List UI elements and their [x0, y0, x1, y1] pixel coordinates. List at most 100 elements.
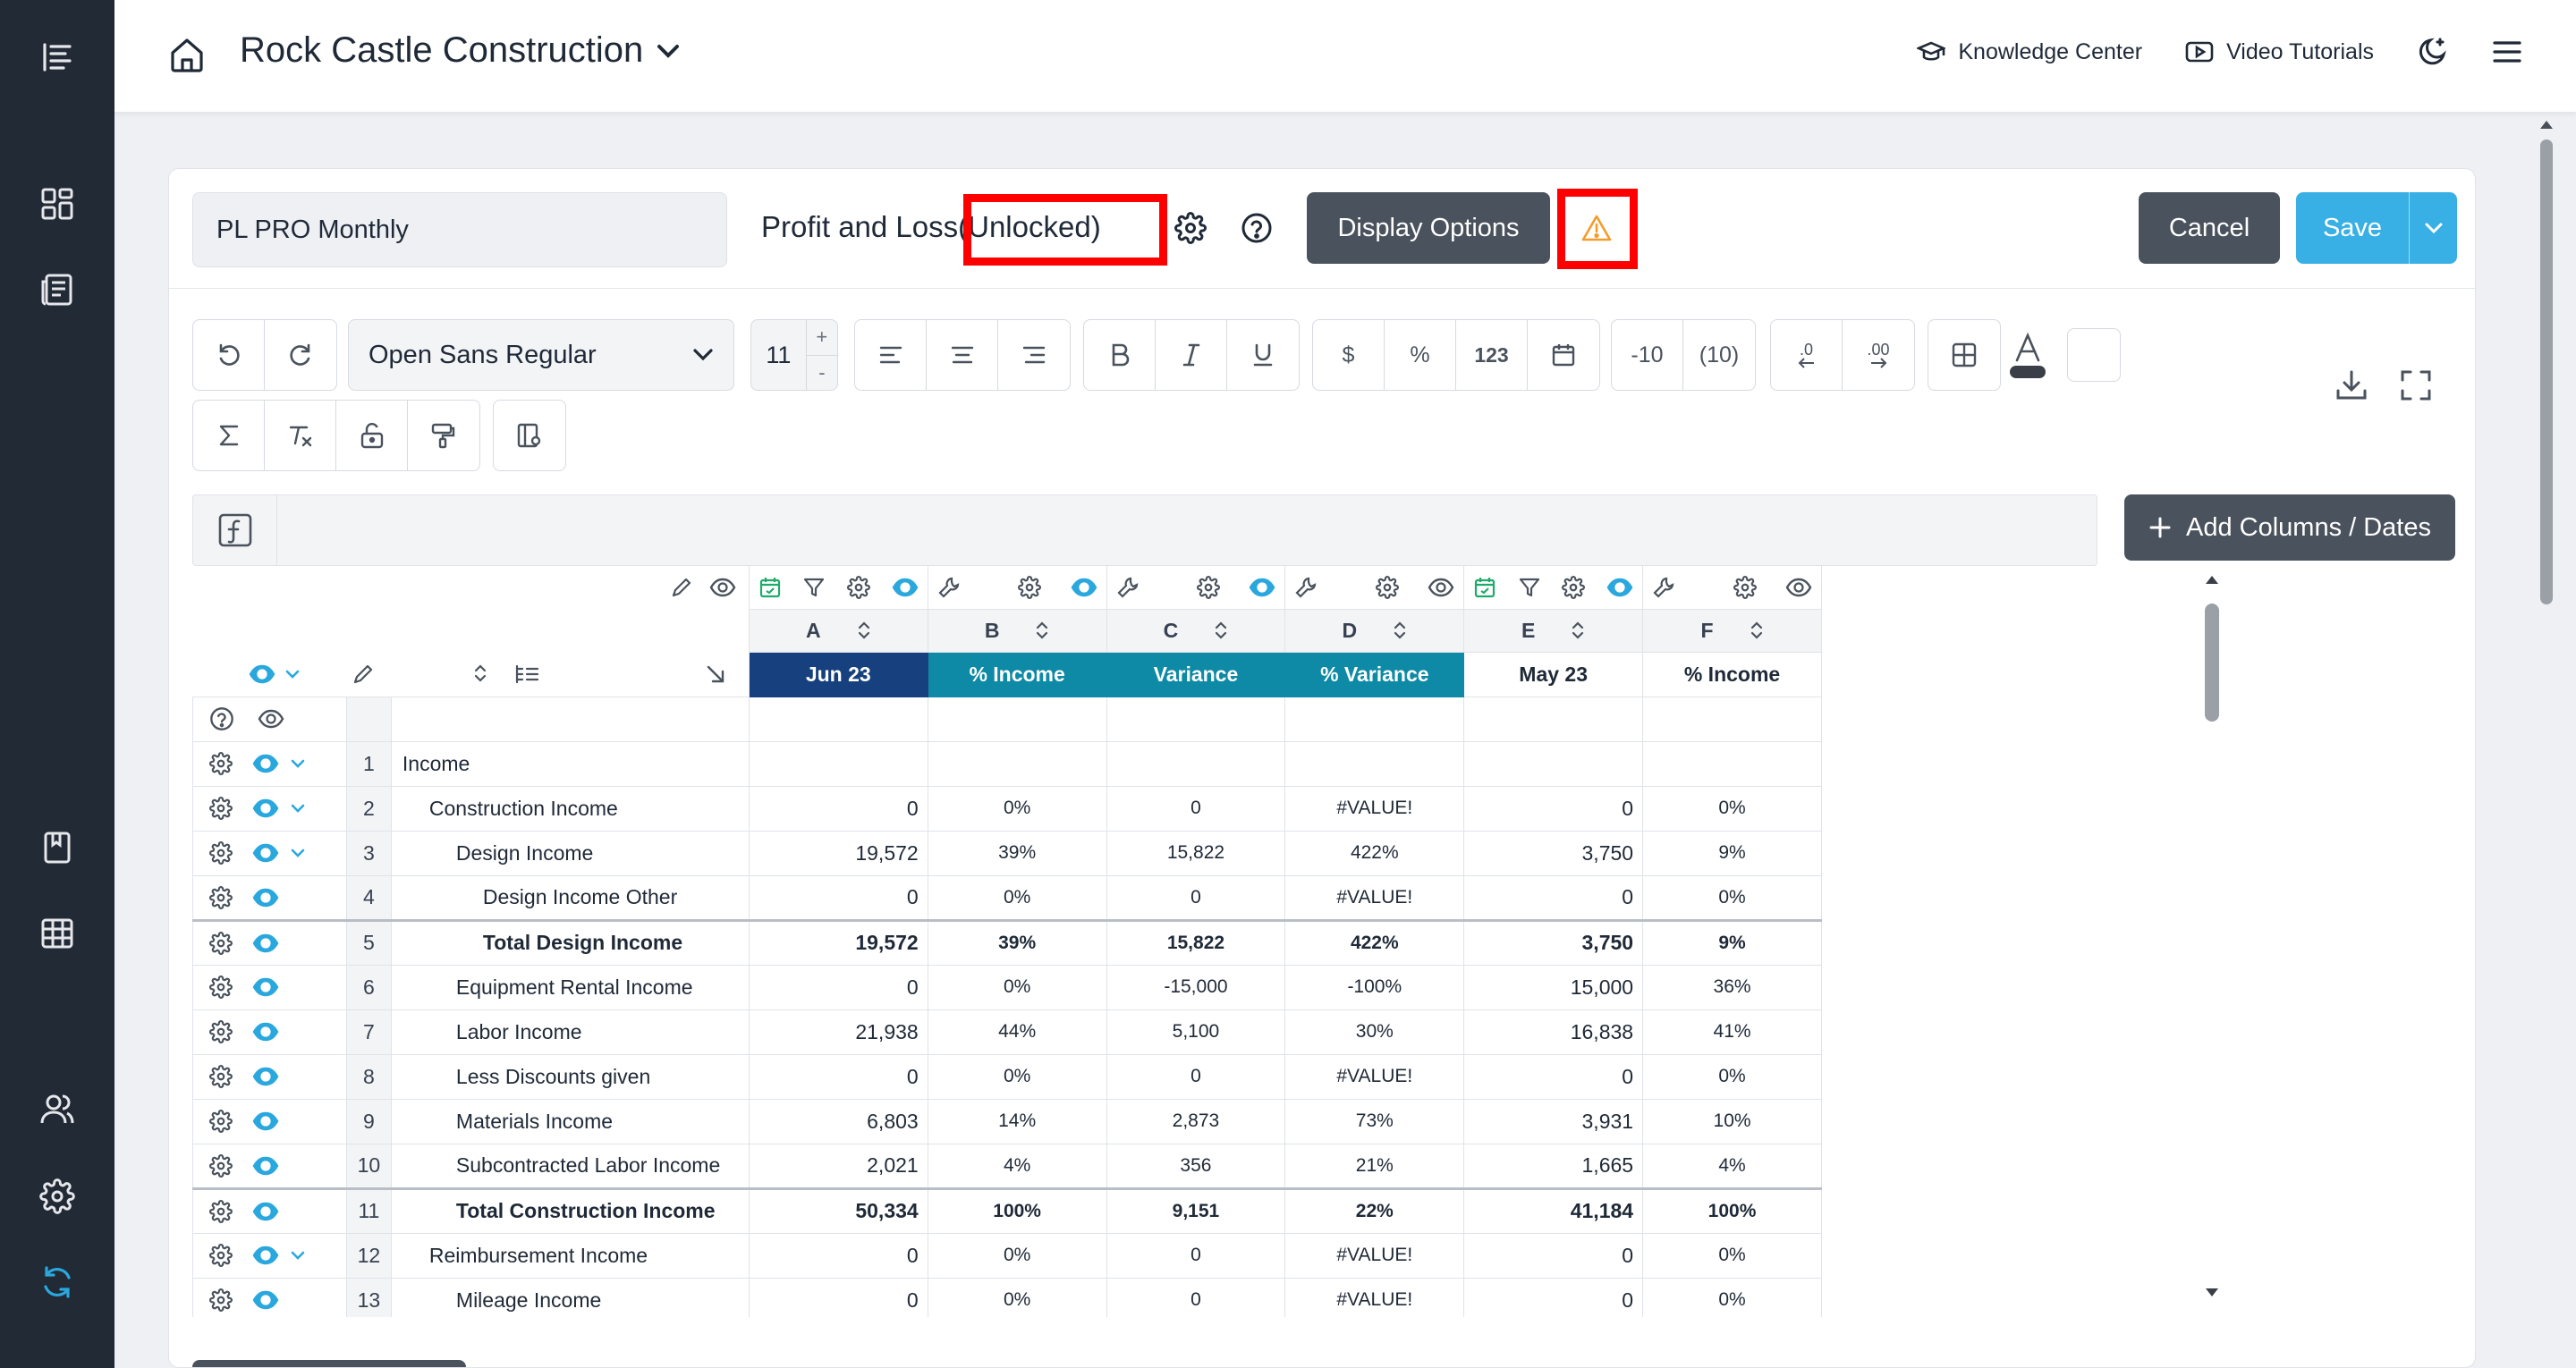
filter-icon[interactable] — [802, 576, 826, 599]
formula-fx-icon[interactable] — [193, 495, 277, 565]
column-letter-cell[interactable]: A — [748, 608, 928, 653]
data-cell[interactable]: 422% — [1284, 918, 1465, 966]
data-cell[interactable] — [748, 740, 928, 787]
data-cell[interactable]: 30% — [1284, 1009, 1465, 1055]
lock-status-label[interactable]: (Unlocked) — [958, 210, 1101, 243]
book-icon[interactable] — [36, 826, 79, 869]
eye-icon[interactable] — [252, 1111, 279, 1131]
arrow-down-right-icon[interactable] — [704, 663, 727, 686]
row-label[interactable]: Materials Income — [390, 1098, 750, 1144]
eye-icon[interactable] — [252, 843, 279, 863]
data-cell[interactable]: 9,151 — [1106, 1186, 1286, 1234]
data-cell[interactable]: #VALUE! — [1284, 1232, 1465, 1279]
wrench-icon[interactable] — [1116, 576, 1140, 599]
data-cell[interactable]: 0% — [927, 1277, 1107, 1317]
data-cell[interactable]: 1,665 — [1463, 1143, 1644, 1189]
data-cell[interactable]: 41,184 — [1463, 1186, 1644, 1234]
row-label[interactable]: Construction Income — [390, 785, 750, 832]
theme-toggle-icon[interactable] — [2417, 36, 2449, 68]
data-cell[interactable] — [1106, 696, 1286, 742]
display-options-button[interactable]: Display Options — [1307, 192, 1550, 264]
data-cell[interactable]: 356 — [1106, 1143, 1286, 1189]
report-name-input[interactable]: PL PRO Monthly — [192, 192, 727, 267]
expand-collapse-icon[interactable] — [473, 663, 487, 685]
eye-icon[interactable] — [1249, 578, 1275, 597]
wrench-icon[interactable] — [1294, 576, 1318, 599]
row-number[interactable]: 9 — [345, 1098, 392, 1144]
negative-minus-button[interactable]: -10 — [1612, 320, 1683, 390]
align-right-icon[interactable] — [998, 320, 1070, 390]
data-cell[interactable]: 0 — [1106, 874, 1286, 921]
text-color-icon[interactable] — [2008, 332, 2047, 382]
gear-icon[interactable] — [1197, 575, 1221, 599]
row-number[interactable]: 10 — [345, 1143, 392, 1189]
data-cell[interactable]: 44% — [927, 1009, 1107, 1055]
gear-icon[interactable] — [209, 931, 233, 955]
filter-icon[interactable] — [1518, 576, 1541, 599]
calendar-icon[interactable] — [1528, 320, 1599, 390]
data-cell[interactable]: 15,000 — [1463, 964, 1644, 1010]
data-cell[interactable]: 0 — [1463, 1053, 1644, 1100]
data-cell[interactable]: 0 — [748, 1053, 928, 1100]
italic-icon[interactable] — [1156, 320, 1227, 390]
data-cell[interactable]: 39% — [927, 830, 1107, 876]
table-icon[interactable] — [36, 912, 79, 955]
eye-icon[interactable] — [252, 1290, 279, 1310]
eye-icon[interactable] — [252, 1202, 279, 1221]
borders-icon[interactable] — [1928, 320, 2000, 390]
data-cell[interactable]: 16,838 — [1463, 1009, 1644, 1055]
add-columns-button[interactable]: Add Columns / Dates — [2124, 494, 2455, 561]
data-cell[interactable]: 10% — [1642, 1098, 1822, 1144]
gear-icon[interactable] — [209, 975, 233, 999]
gear-icon[interactable] — [847, 575, 871, 599]
data-cell[interactable]: 0 — [1106, 1232, 1286, 1279]
data-cell[interactable]: 21,938 — [748, 1009, 928, 1055]
data-cell[interactable]: 15,822 — [1106, 830, 1286, 876]
column-letter-cell[interactable]: D — [1284, 608, 1465, 653]
gear-icon[interactable] — [209, 752, 233, 775]
eye-icon[interactable] — [252, 1156, 279, 1176]
grid-scrollbar-thumb[interactable] — [2205, 604, 2219, 722]
sort-icon[interactable] — [1393, 621, 1407, 640]
data-cell[interactable]: 41% — [1642, 1009, 1822, 1055]
font-family-select[interactable]: Open Sans Regular — [348, 319, 734, 391]
data-cell[interactable]: 21% — [1284, 1143, 1465, 1189]
home-icon[interactable] — [168, 36, 206, 73]
sort-icon[interactable] — [1750, 621, 1764, 640]
bold-icon[interactable] — [1084, 320, 1156, 390]
data-cell[interactable] — [927, 696, 1107, 742]
sync-icon[interactable] — [36, 1261, 79, 1304]
paint-roller-icon[interactable] — [408, 401, 479, 470]
row-number[interactable]: 13 — [345, 1277, 392, 1317]
data-cell[interactable]: 0% — [927, 1232, 1107, 1279]
pencil-icon[interactable] — [352, 663, 375, 686]
chevron-down-icon[interactable] — [290, 1250, 306, 1261]
download-icon[interactable] — [2334, 367, 2369, 403]
save-dropdown-icon[interactable] — [2409, 192, 2457, 264]
data-cell[interactable] — [1284, 740, 1465, 787]
eye-icon[interactable] — [709, 578, 736, 597]
column-header-label[interactable]: May 23 — [1463, 651, 1644, 697]
data-cell[interactable]: -100% — [1284, 964, 1465, 1010]
row-label[interactable]: Total Design Income — [390, 918, 750, 966]
eye-icon[interactable] — [252, 798, 279, 818]
eye-icon[interactable] — [1785, 578, 1812, 597]
row-number[interactable]: 8 — [345, 1053, 392, 1100]
data-cell[interactable]: 422% — [1284, 830, 1465, 876]
column-header-label[interactable]: % Variance — [1284, 651, 1465, 697]
eye-icon[interactable] — [252, 754, 279, 773]
calendar-check-icon[interactable] — [1473, 576, 1496, 599]
data-cell[interactable]: -15,000 — [1106, 964, 1286, 1010]
sum-icon[interactable] — [193, 401, 265, 470]
column-letter-cell[interactable]: F — [1642, 608, 1822, 653]
eye-icon[interactable] — [258, 709, 284, 729]
data-cell[interactable]: 0 — [748, 785, 928, 832]
row-number[interactable]: 7 — [345, 1009, 392, 1055]
video-tutorials-link[interactable]: Video Tutorials — [2185, 39, 2374, 65]
eye-icon[interactable] — [1071, 578, 1097, 597]
data-cell[interactable]: 0 — [1463, 1277, 1644, 1317]
chevron-down-icon[interactable] — [290, 803, 306, 814]
data-cell[interactable]: 0% — [927, 874, 1107, 921]
row-label[interactable]: Less Discounts given — [390, 1053, 750, 1100]
decrease-decimal-button[interactable]: .0 — [1771, 320, 1843, 390]
